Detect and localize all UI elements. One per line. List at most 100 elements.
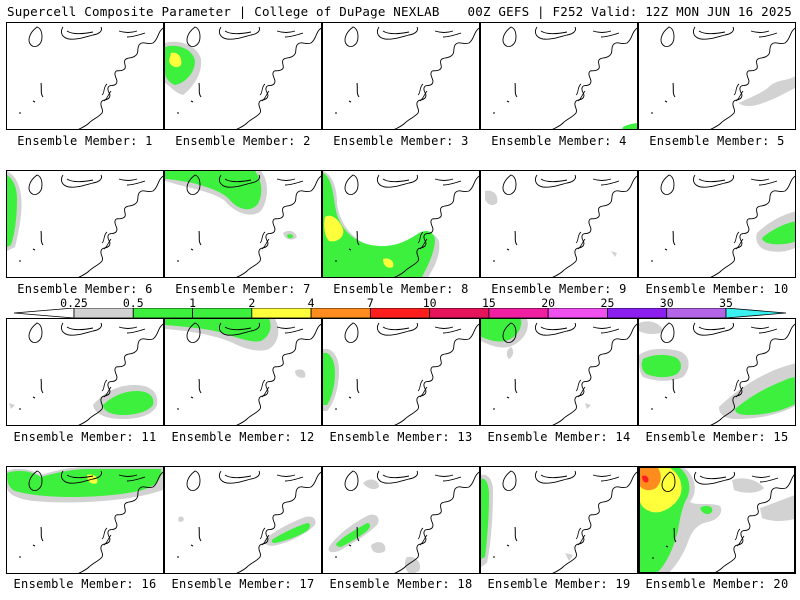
scp-map (651, 26, 795, 129)
scp-contour-fill (9, 403, 15, 409)
great-lakes-outline (699, 475, 727, 480)
great-lakes-outline (758, 180, 778, 186)
member-caption: Ensemble Member: 1 (17, 134, 153, 148)
ensemble-panel-6[interactable] (6, 170, 164, 278)
great-lakes-outline (126, 476, 146, 482)
lake-outline (356, 82, 360, 98)
great-lakes-outline (750, 178, 770, 181)
lake-outline (514, 82, 518, 98)
great-lakes-outline (60, 322, 102, 336)
lake-outline (198, 230, 202, 246)
coastline (552, 27, 637, 129)
ensemble-panel-10[interactable] (638, 170, 796, 278)
colorbar-segment (192, 308, 253, 318)
coastline (710, 175, 795, 277)
great-lakes-outline (592, 326, 612, 329)
great-lakes-outline (434, 474, 454, 477)
great-lakes-outline (28, 470, 43, 492)
chesapeake-bay-outline (734, 528, 745, 547)
great-lakes-outline (28, 174, 43, 196)
colorbar-tick-label: 20 (541, 296, 556, 310)
great-lakes-outline (660, 174, 675, 196)
ensemble-panel-19[interactable] (480, 466, 638, 574)
scp-contour-fill (323, 352, 335, 405)
ensemble-panel-4[interactable] (480, 22, 638, 130)
chesapeake-bay-outline (101, 379, 112, 398)
great-lakes-outline (118, 30, 138, 33)
ensemble-panel-3[interactable] (322, 22, 480, 130)
lake-outline (672, 378, 676, 394)
great-lakes-outline (540, 178, 568, 183)
scp-contour-fill (642, 475, 649, 483)
scp-map (165, 171, 321, 277)
scp-map (481, 319, 637, 425)
great-lakes-outline (376, 26, 418, 40)
scp-contour-fill (640, 468, 661, 491)
lake-outline (348, 544, 352, 547)
member-caption: Ensemble Member: 20 (645, 577, 789, 591)
great-lakes-outline (186, 322, 201, 344)
great-lakes-outline (376, 174, 418, 188)
scp-contour-fill (7, 175, 17, 247)
member-caption: Ensemble Member: 13 (329, 430, 473, 444)
ensemble-panel-15[interactable] (638, 318, 796, 426)
scp-map (328, 470, 479, 573)
ensemble-panel-14[interactable] (480, 318, 638, 426)
great-lakes-outline (376, 470, 418, 484)
lake-outline (190, 100, 194, 103)
colorbar-segment (666, 308, 727, 318)
ensemble-panel-11[interactable] (6, 318, 164, 426)
scp-map (7, 171, 163, 277)
great-lakes-outline (66, 474, 94, 479)
member-caption: Ensemble Member: 8 (333, 282, 469, 296)
member-caption: Ensemble Member: 16 (13, 577, 157, 591)
colorbar-tick-label: 10 (422, 296, 437, 310)
ensemble-panel-8[interactable] (322, 170, 480, 278)
scp-contour-fill (178, 516, 184, 522)
ensemble-panel-16[interactable] (6, 466, 164, 574)
great-lakes-outline (442, 328, 462, 334)
ensemble-panel-18[interactable] (322, 466, 480, 574)
ensemble-panel-2[interactable] (164, 22, 322, 130)
lake-outline (506, 100, 510, 103)
member-caption: Ensemble Member: 10 (645, 282, 789, 296)
great-lakes-outline (284, 32, 304, 38)
lake-outline (190, 396, 194, 399)
great-lakes-outline (60, 26, 102, 40)
scp-map (335, 26, 479, 129)
lake-outline (664, 100, 668, 103)
great-lakes-outline (382, 30, 410, 35)
coastline (78, 175, 163, 277)
great-lakes-outline (442, 476, 462, 482)
great-lakes-outline (600, 180, 620, 186)
scp-contour-fill (641, 354, 681, 378)
colorbar-tick-label: 4 (307, 296, 315, 310)
chesapeake-bay-outline (101, 231, 112, 250)
member-caption: Ensemble Member: 17 (171, 577, 315, 591)
lake-outline (198, 378, 202, 394)
ensemble-panel-12[interactable] (164, 318, 322, 426)
scp-contour-fill (639, 321, 663, 334)
coastline (394, 323, 479, 425)
great-lakes-outline (126, 180, 146, 186)
great-lakes-outline (600, 476, 620, 482)
ensemble-panel-1[interactable] (6, 22, 164, 130)
lake-outline (348, 248, 352, 251)
scp-map (19, 26, 163, 129)
ensemble-panel-13[interactable] (322, 318, 480, 426)
ensemble-panel-9[interactable] (480, 170, 638, 278)
great-lakes-outline (224, 178, 252, 183)
ensemble-panel-17[interactable] (164, 466, 322, 574)
scp-contour-fill (700, 505, 713, 515)
ensemble-panel-20[interactable] (638, 466, 796, 574)
great-lakes-outline (60, 470, 102, 484)
great-lakes-outline (592, 30, 612, 33)
ensemble-panel-5[interactable] (638, 22, 796, 130)
ensemble-panel-7[interactable] (164, 170, 322, 278)
scp-contour-fill (295, 369, 306, 378)
member-caption: Ensemble Member: 11 (13, 430, 157, 444)
scp-contour-fill (363, 479, 379, 490)
great-lakes-outline (284, 328, 304, 334)
member-caption: Ensemble Member: 18 (329, 577, 473, 591)
coastline (710, 27, 795, 129)
